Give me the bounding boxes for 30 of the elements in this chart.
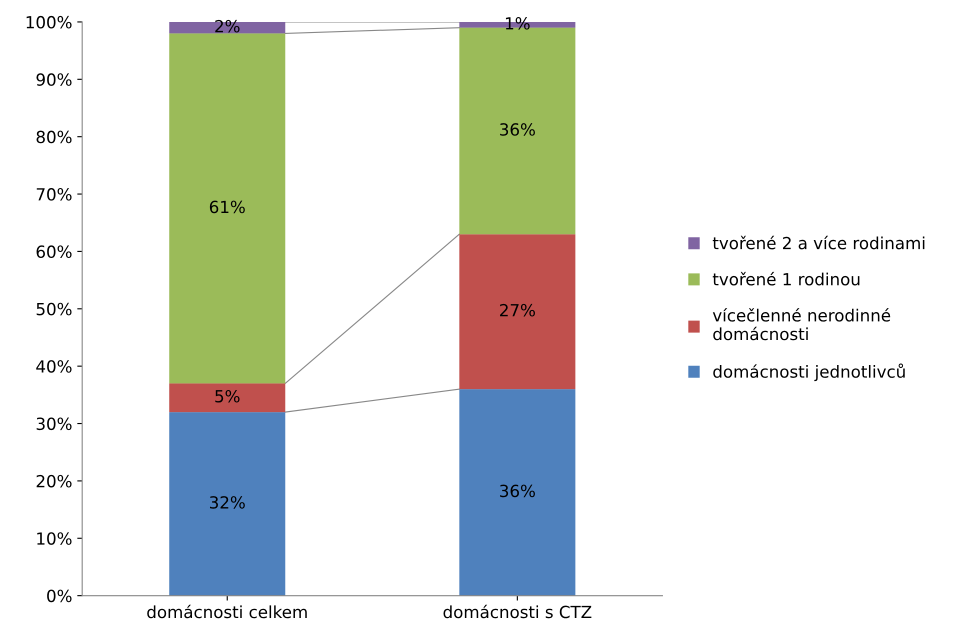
bar <box>459 234 576 390</box>
data-label: 36% <box>500 123 535 136</box>
x-tick-label: domácnosti celkem <box>147 604 307 618</box>
legend-label: tvořené 2 a více rodinami <box>712 236 924 250</box>
legend-label: vícečlenné nerodinné domácnosti <box>712 308 890 340</box>
y-tick-label: 90% <box>36 73 72 86</box>
y-tick-label: 40% <box>36 360 72 373</box>
bar <box>169 383 286 412</box>
data-label: 36% <box>500 484 535 498</box>
data-label: 2% <box>215 20 240 33</box>
y-tick-label: 10% <box>37 532 72 545</box>
y-tick-label: 60% <box>36 245 72 258</box>
bar <box>169 22 286 34</box>
y-tick-label: 70% <box>36 188 72 201</box>
y-tick-label: 80% <box>36 130 72 144</box>
data-label: 5% <box>215 390 240 403</box>
data-label: 32% <box>210 496 245 509</box>
y-tick-label: 0% <box>47 590 72 602</box>
data-label: 61% <box>210 200 245 214</box>
y-tick-label: 50% <box>36 302 72 316</box>
legend-label: domácnosti jednotlivců <box>713 364 905 382</box>
y-tick-label: 100% <box>26 16 72 29</box>
y-tick-label: 30% <box>36 418 72 430</box>
data-label: 27% <box>500 304 535 316</box>
y-tick-label: 20% <box>36 474 72 488</box>
bar <box>169 412 286 596</box>
x-tick-label: domácnosti s CTZ <box>444 604 592 618</box>
bar <box>169 33 286 384</box>
bar <box>459 389 576 596</box>
legend-label: tvořené 1 rodinou <box>712 272 860 286</box>
